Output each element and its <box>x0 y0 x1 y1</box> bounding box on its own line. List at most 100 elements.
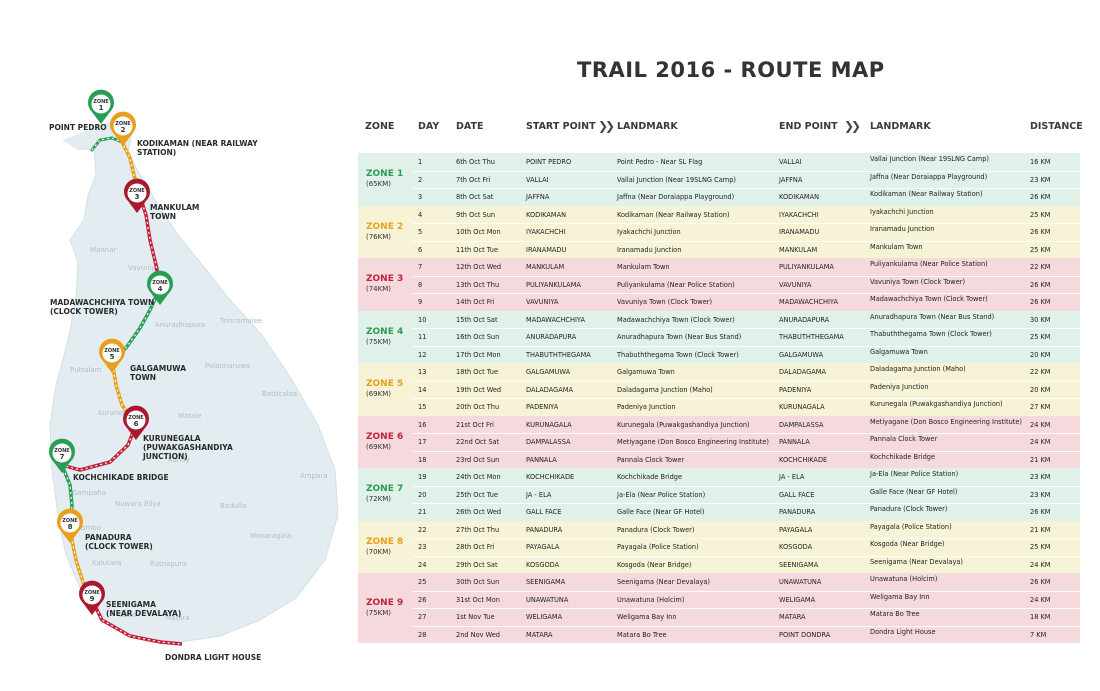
start-point-cell: SEENIGAMA <box>526 578 566 586</box>
pin-zone-label: ZONE <box>54 448 70 454</box>
zone-distance: (69KM) <box>366 390 391 399</box>
row-divider <box>413 275 1080 277</box>
row-divider <box>413 503 1080 504</box>
pin-zone-label: ZONE <box>93 99 109 105</box>
date-cell: 21st Oct Fri <box>456 420 494 429</box>
date-cell: 9th Oct Sun <box>456 210 496 219</box>
zone-group: ZONE 2 (76KM) 4 9th Oct Sun KODIKAMAN Kodikam… <box>358 205 1080 259</box>
end-point-cell: DAMPALASSA <box>779 420 824 429</box>
day-cell: 10 <box>418 315 427 324</box>
day-cell: 23 <box>418 543 427 551</box>
row-divider <box>413 625 1080 627</box>
table-row: 17 22nd Oct Sat DAMPALASSA Metiyagane (Don … <box>358 433 1080 451</box>
label-point-pedro: POINT PEDRO <box>49 123 107 132</box>
date-cell: 2nd Nov Wed <box>456 630 500 639</box>
start-landmark-cell: Kochchikade Bridge <box>617 473 683 481</box>
start-point-cell: JAFFNA <box>526 193 550 201</box>
start-landmark-cell: Jaffna (Near Doraiappa Playground) <box>617 193 735 201</box>
table-row: 14 19th Oct Wed DALADAGAMA Daladagama Junct… <box>358 381 1080 399</box>
end-landmark-cell: Padeniya Junction <box>870 382 929 391</box>
start-landmark-cell: Kodikaman (Near Railway Station) <box>617 210 730 219</box>
start-landmark-cell: Padeniya Junction <box>617 403 676 411</box>
distance-cell: 18 KM <box>1030 613 1051 621</box>
end-landmark-cell: Vallai Junction (Near 19SLNG Camp) <box>870 155 989 163</box>
zone-group: ZONE 4 (75KM) 10 15th Oct Sat MADAWACHCHIYA M… <box>358 310 1080 364</box>
end-point-cell: KURUNAGALA <box>779 403 825 411</box>
distance-cell: 26 KM <box>1030 228 1051 236</box>
label-kurunegala: KURUNEGALA (PUWAKGASHANDIYA JUNCTION) <box>143 434 233 461</box>
distance-cell: 25 KM <box>1030 210 1051 219</box>
end-point-cell: JAFFNA <box>779 175 803 184</box>
pin-zone-number: 9 <box>90 595 95 603</box>
row-divider <box>413 293 1080 294</box>
start-landmark-cell: Ja-Ela (Near Police Station) <box>617 490 706 499</box>
end-point-cell: JA - ELA <box>779 473 805 481</box>
day-cell: 7 <box>418 263 423 271</box>
end-point-cell: DALADAGAMA <box>779 368 826 376</box>
end-landmark-cell: Panadura (Clock Tower) <box>870 505 948 513</box>
distance-cell: 24 KM <box>1030 595 1051 604</box>
end-point-cell: VALLAI <box>779 158 802 166</box>
table-row: 27 1st Nov Tue WELIGAMA Weligama Bay Inn MAT… <box>358 608 1080 626</box>
start-point-cell: PADENIYA <box>526 403 559 411</box>
end-landmark-cell: Matara Bo Tree <box>870 610 920 618</box>
end-landmark-cell: Iranamadu Junction <box>870 225 935 233</box>
pin-zone-label: ZONE <box>128 415 144 421</box>
map-place-label: Puttalam <box>70 366 102 374</box>
map-place-label: Kandy <box>168 456 190 464</box>
map-place-label: Nuwara Eliya <box>115 500 161 508</box>
row-divider <box>413 223 1080 224</box>
row-divider <box>413 450 1080 452</box>
start-point-cell: KODIKAMAN <box>526 210 567 219</box>
day-cell: 2 <box>418 175 423 184</box>
start-landmark-cell: Anuradhapura Town (Near Bus Stand) <box>617 333 742 341</box>
zone-group: ZONE 9 (75KM) 25 30th Oct Sun SEENIGAMA Seeni… <box>358 573 1080 644</box>
distance-cell: 20 KM <box>1030 385 1051 394</box>
end-landmark-cell: Jaffna (Near Doraiappa Playground) <box>870 172 988 181</box>
zone-name: ZONE 7 <box>366 484 404 495</box>
table-row: 2 7th Oct Fri VALLAI Vallai Junction (Near … <box>358 171 1080 189</box>
distance-cell: 22 KM <box>1030 263 1051 271</box>
row-divider <box>413 608 1080 609</box>
zone-name: ZONE 8 <box>366 536 404 547</box>
zone-group: ZONE 5 (69KM) 13 18th Oct Tue GALGAMUWA Galga… <box>358 363 1080 417</box>
row-divider <box>413 485 1080 487</box>
day-cell: 13 <box>418 368 427 376</box>
label-kodikaman: KODIKAMAN (NEAR RAILWAY STATION) <box>137 139 258 157</box>
day-cell: 4 <box>418 210 423 219</box>
zone-name: ZONE 5 <box>366 379 404 390</box>
header-end-point: END POINT <box>779 121 838 132</box>
date-cell: 24th Oct Mon <box>456 473 501 481</box>
end-landmark-cell: Vavuniya Town (Clock Tower) <box>870 277 966 286</box>
date-cell: 17th Oct Mon <box>456 350 501 359</box>
header-start-point: START POINT <box>526 121 596 132</box>
table-row: 24 29th Oct Sat KOSGODA Kosgoda (Near Bridg… <box>358 556 1080 574</box>
end-point-cell: MATARA <box>779 613 806 621</box>
date-cell: 11th Oct Tue <box>456 245 499 254</box>
map-place-label: Colombo <box>70 524 101 532</box>
distance-cell: 26 KM <box>1030 193 1051 201</box>
date-cell: 20th Oct Thu <box>456 403 500 411</box>
pin-zone-number: 1 <box>99 104 104 112</box>
row-divider <box>413 328 1080 329</box>
date-cell: 6th Oct Thu <box>456 158 495 166</box>
map-place-label: Monaragala <box>250 532 291 540</box>
date-cell: 15th Oct Sat <box>456 315 498 324</box>
date-cell: 12th Oct Wed <box>456 263 502 271</box>
start-landmark-cell: Payagala (Police Station) <box>617 543 699 551</box>
distance-cell: 24 KM <box>1030 420 1051 429</box>
start-point-cell: WELIGAMA <box>526 613 563 621</box>
label-dondra: DONDRA LIGHT HOUSE <box>165 653 262 662</box>
zone-group: ZONE 3 (74KM) 7 12th Oct Wed MANKULAM Mankula… <box>358 258 1080 312</box>
pin-zone-label: ZONE <box>104 348 120 354</box>
row-divider <box>413 555 1080 557</box>
row-divider <box>413 188 1080 189</box>
start-point-cell: PANNALA <box>526 455 557 464</box>
day-cell: 8 <box>418 280 423 289</box>
row-divider <box>413 240 1080 242</box>
start-point-cell: ANURADAPURA <box>526 333 577 341</box>
end-landmark-cell: Puliyankulama (Near Police Station) <box>870 260 988 268</box>
